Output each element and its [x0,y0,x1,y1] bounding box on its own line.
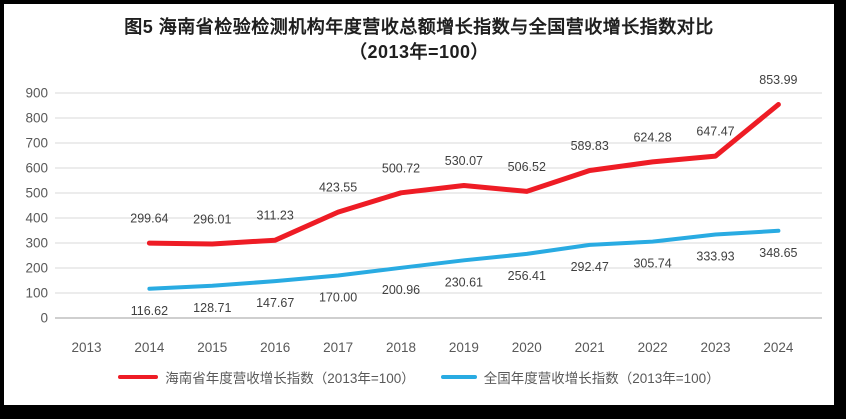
legend-label-national: 全国年度营收增长指数（2013年=100） [483,371,720,386]
chart-title-line2: （2013年=100） [348,42,490,62]
x-tick-label: 2013 [71,340,101,355]
data-label: 292.47 [571,260,609,274]
y-tick-label: 700 [25,136,48,151]
data-label: 333.93 [696,250,734,264]
data-label: 305.74 [633,257,671,271]
data-label: 296.01 [193,212,231,226]
data-label: 589.83 [571,139,609,153]
x-tick-label: 2020 [512,340,542,355]
data-label: 170.00 [319,291,357,305]
y-tick-label: 600 [25,161,48,176]
legend-label-hainan: 海南省年度营收增长指数（2013年=100） [165,371,415,386]
data-label: 200.96 [382,283,420,297]
chart-title-line1: 图5 海南省检验检测机构年度营收总额增长指数与全国营收增长指数对比 [124,17,714,37]
hainan-line-swatch-icon [118,374,159,380]
data-label: 530.07 [445,154,483,168]
x-tick-label: 2016 [260,340,290,355]
y-tick-label: 800 [25,111,48,126]
y-tick-label: 200 [25,261,48,276]
data-label: 853.99 [759,73,797,87]
data-label: 311.23 [257,209,294,223]
y-tick-label: 900 [25,86,48,101]
data-label: 256.41 [508,269,546,283]
chart-title: 图5 海南省检验检测机构年度营收总额增长指数与全国营收增长指数对比 （2013年… [4,4,834,66]
line-chart-plot: 0 100 200 300 400 500 600 700 800 900 2013 2014 2015… [25,73,822,355]
data-label: 230.61 [445,275,483,289]
y-tick-label: 300 [25,236,48,251]
data-label: 423.55 [319,181,357,195]
data-label: 500.72 [382,161,420,175]
chart-legend: 海南省年度营收增长指数（2013年=100） 全国年度营收增长指数（2013年=… [4,366,834,388]
x-tick-label: 2017 [323,340,353,355]
data-label: 128.71 [193,301,231,315]
x-tick-label: 2021 [575,340,605,355]
data-label: 299.64 [130,212,168,226]
x-tick-label: 2015 [197,340,227,355]
national-series-line [147,228,781,291]
x-tick-label: 2024 [763,340,794,355]
x-tick-label: 2019 [449,340,479,355]
data-label: 348.65 [759,246,797,260]
data-label: 506.52 [508,160,546,174]
legend-item-national: 全国年度营收增长指数（2013年=100） [440,367,720,387]
x-tick-label: 2023 [700,340,730,355]
x-tick-label: 2018 [386,340,416,355]
x-tick-label: 2022 [638,340,668,355]
data-label: 147.67 [256,296,294,310]
data-label: 624.28 [633,130,671,144]
national-line-swatch-icon [440,374,477,380]
legend-item-hainan: 海南省年度营收增长指数（2013年=100） [118,367,415,387]
x-tick-label: 2014 [134,340,165,355]
y-tick-label: 500 [25,186,48,201]
data-label: 647.47 [696,125,734,139]
y-tick-label: 0 [40,311,48,326]
y-tick-label: 400 [25,211,48,226]
y-tick-label: 100 [25,286,48,301]
data-label: 116.62 [131,304,168,318]
hainan-series-line [146,102,781,247]
